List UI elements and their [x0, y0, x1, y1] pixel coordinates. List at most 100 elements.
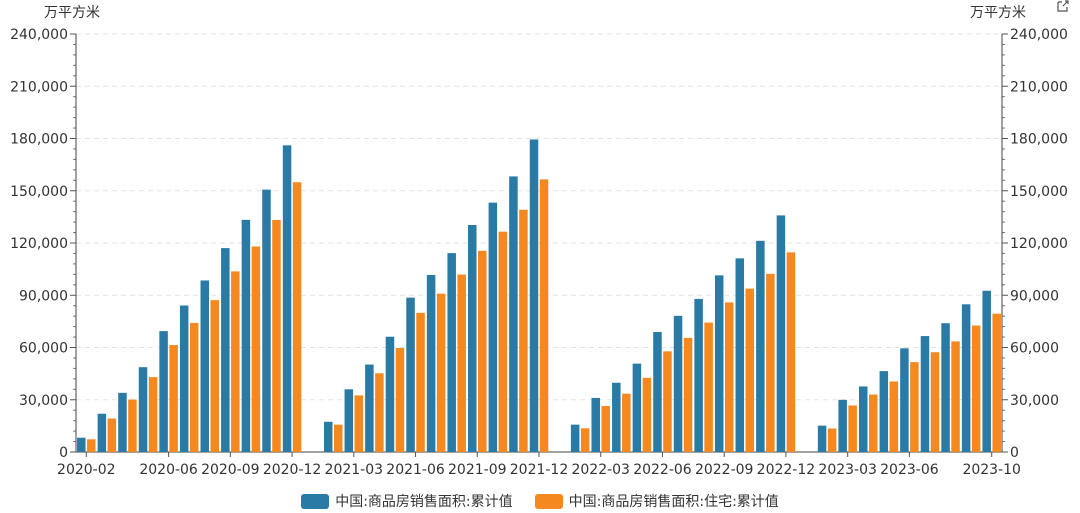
bar-residential	[436, 293, 446, 452]
bar-residential	[930, 352, 940, 452]
bar-residential	[663, 351, 672, 452]
bar-residential	[992, 313, 1001, 452]
bar-total	[756, 240, 765, 452]
legend-item-residential[interactable]: 中国:商品房销售面积:住宅:累计值	[534, 491, 779, 511]
bar-total	[941, 323, 950, 452]
bar-residential	[766, 273, 775, 452]
x-tick-label: 2021-06	[386, 462, 445, 478]
bar-residential	[128, 399, 137, 452]
legend-label-residential: 中国:商品房销售面积:住宅:累计值	[568, 494, 779, 510]
bar-total	[118, 392, 127, 452]
bar-total	[138, 367, 148, 452]
y-tick-label-right: 90,000	[1010, 288, 1059, 304]
bar-residential	[210, 300, 220, 452]
x-tick-label: 2023-10	[962, 462, 1021, 478]
legend-item-total[interactable]: 中国:商品房销售面积:累计值	[301, 491, 513, 511]
x-tick-label: 2021-12	[510, 462, 569, 478]
bar-total	[200, 280, 210, 452]
bar-residential	[231, 271, 240, 452]
bar-total	[776, 215, 786, 452]
bar-total	[77, 437, 86, 452]
bar-total	[920, 336, 930, 452]
bar-residential	[786, 252, 796, 452]
y-tick-label-left: 60,000	[19, 341, 68, 357]
bar-total	[97, 413, 107, 452]
bar-total	[982, 290, 991, 452]
bar-total	[344, 389, 354, 452]
y-tick-label-right: 240,000	[1010, 27, 1068, 43]
bar-residential	[601, 406, 610, 452]
bar-total	[591, 397, 600, 452]
bar-residential	[827, 428, 837, 452]
x-tick-label: 2022-09	[695, 462, 754, 478]
bar-total	[159, 331, 168, 452]
bar-residential	[704, 322, 713, 452]
bar-total	[817, 425, 827, 452]
bar-total	[262, 189, 271, 452]
bar-residential	[622, 393, 631, 452]
y-tick-label-right: 60,000	[1010, 341, 1059, 357]
bar-total	[447, 253, 456, 452]
bar-residential	[354, 395, 364, 452]
y-tick-label-left: 240,000	[10, 27, 68, 43]
x-tick-label: 2021-09	[448, 462, 507, 478]
bar-total	[961, 304, 971, 452]
y-tick-label-left: 90,000	[19, 288, 68, 304]
bar-total	[241, 219, 251, 452]
x-tick-label: 2022-03	[571, 462, 630, 478]
bar-residential	[169, 345, 178, 452]
bar-total	[179, 305, 189, 452]
bar-residential	[889, 381, 899, 452]
bar-total	[570, 424, 580, 452]
y-tick-label-right: 30,000	[1010, 393, 1059, 409]
bar-total	[858, 386, 868, 452]
bar-chart: 0 0 30,000 30,000 60,000 60,000 90,000 90,000 12…	[10, 27, 1068, 478]
bar-total	[735, 258, 745, 452]
left-axis-unit: 万平方米	[44, 5, 100, 21]
bar-residential	[868, 394, 878, 452]
x-tick-label: 2022-06	[633, 462, 692, 478]
bar-residential	[848, 405, 857, 452]
y-tick-label-left: 120,000	[10, 236, 68, 252]
bar-total	[385, 336, 395, 452]
x-tick-label: 2023-03	[818, 462, 877, 478]
bar-residential	[951, 341, 960, 452]
bar-residential	[642, 377, 652, 452]
y-tick-label-left: 210,000	[10, 79, 68, 95]
y-tick-label-right: 210,000	[1010, 79, 1068, 95]
bar-residential	[910, 362, 919, 452]
bar-total	[426, 274, 436, 452]
bar-residential	[251, 246, 261, 452]
bar-total	[653, 331, 662, 452]
bar-residential	[745, 288, 755, 452]
bar-total	[488, 202, 498, 452]
bar-total	[323, 421, 333, 452]
x-tick-label: 2020-09	[201, 462, 260, 478]
bar-total	[221, 248, 230, 452]
bar-residential	[724, 302, 734, 452]
legend-swatch-residential	[534, 493, 563, 509]
bar-total	[838, 399, 847, 452]
bar-residential	[292, 182, 302, 452]
y-tick-label-left: 180,000	[10, 132, 68, 148]
x-tick-label: 2020-02	[57, 462, 116, 478]
legend-label-total: 中国:商品房销售面积:累计值	[335, 494, 513, 510]
bar-total	[529, 139, 539, 452]
bar-total	[365, 364, 374, 452]
bar-residential	[580, 428, 590, 452]
legend-swatch-total	[301, 493, 330, 509]
bar-residential	[148, 377, 158, 452]
chart-legend: 中国:商品房销售面积:累计值 中国:商品房销售面积:住宅:累计值	[0, 491, 1080, 511]
y-tick-label-left: 0	[59, 445, 68, 461]
bar-total	[900, 348, 909, 452]
bar-residential	[478, 250, 487, 452]
bar-residential	[519, 209, 528, 452]
bar-residential	[107, 418, 117, 452]
bar-residential	[87, 439, 96, 452]
bar-residential	[683, 337, 693, 452]
bar-residential	[189, 322, 199, 452]
export-icon[interactable]	[1056, 0, 1070, 12]
bar-total	[694, 298, 703, 452]
bar-residential	[272, 220, 281, 452]
bar-total	[282, 145, 292, 452]
